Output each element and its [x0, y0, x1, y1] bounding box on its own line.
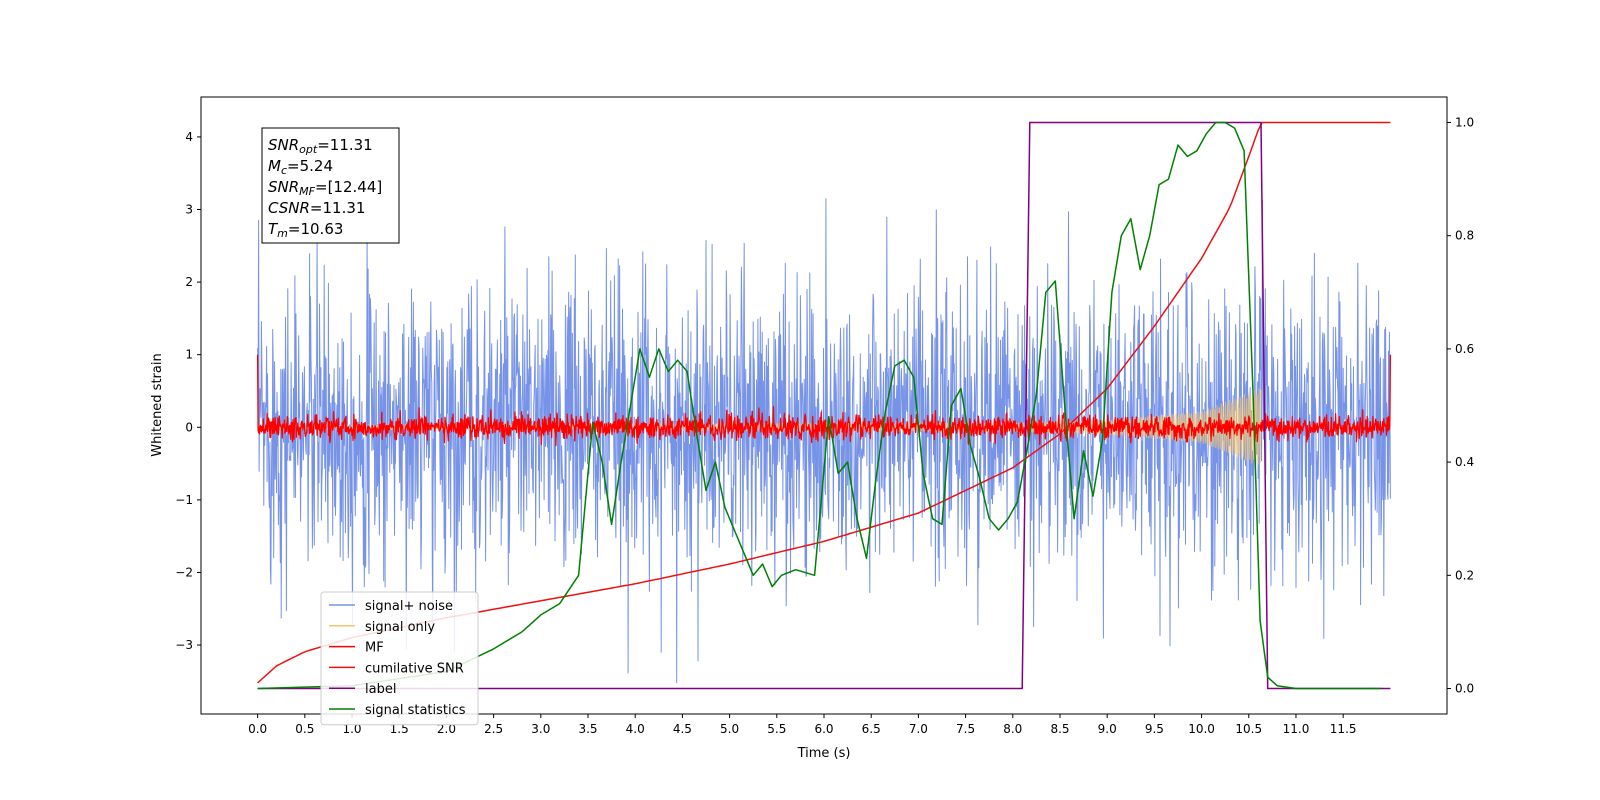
x-axis: 0.0 0.5 1.0 1.5 2.0 2.5 3.0 3.5 4.0 4.5 5.0 5.5 6.0 6… — [248, 714, 1357, 736]
x-tick-label: 5.0 — [720, 722, 739, 736]
y2-tick-label: 0.6 — [1455, 342, 1474, 356]
legend-entry-mf: MF — [329, 641, 384, 656]
annotation-line: CSNR=11.31 — [268, 199, 365, 217]
y-tick-label: −3 — [175, 638, 193, 652]
x-tick-label: 10.0 — [1188, 722, 1215, 736]
x-tick-label: 10.5 — [1235, 722, 1262, 736]
x-tick-label: 7.0 — [909, 722, 928, 736]
x-tick-label: 3.5 — [578, 722, 597, 736]
legend-label: signal statistics — [365, 703, 466, 718]
y-tick-label: 4 — [185, 130, 193, 144]
x-tick-label: 0.5 — [295, 722, 314, 736]
legend-entry-signal-only: signal only — [329, 620, 435, 635]
annotation-line: Mc=5.24 — [268, 157, 333, 177]
mf-series — [256, 354, 1392, 447]
x-tick-label: 7.5 — [956, 722, 975, 736]
right-y-axis: 0.0 0.2 0.4 0.6 0.8 1.0 — [1447, 115, 1474, 696]
x-tick-label: 8.5 — [1050, 722, 1069, 736]
x-tick-label: 1.5 — [390, 722, 409, 736]
y2-tick-label: 0.8 — [1455, 229, 1474, 243]
y-tick-label: 2 — [185, 275, 193, 289]
legend-label: label — [365, 682, 396, 697]
x-tick-label: 2.5 — [484, 722, 503, 736]
label-series — [257, 121, 1391, 690]
x-tick-label: 4.0 — [626, 722, 645, 736]
x-tick-label: 5.5 — [767, 722, 786, 736]
left-y-axis: −3 −2 −1 0 1 2 3 4 — [175, 130, 201, 652]
y2-tick-label: 0.4 — [1455, 455, 1474, 469]
x-tick-label: 11.5 — [1330, 722, 1357, 736]
x-tick-label: 3.0 — [531, 722, 550, 736]
legend-label: signal+ noise — [365, 599, 453, 614]
legend-entry-signal-noise: signal+ noise — [329, 599, 453, 614]
y2-tick-label: 0.0 — [1455, 682, 1474, 696]
y-axis-label: Whitened strain — [150, 353, 165, 456]
x-tick-label: 9.0 — [1098, 722, 1117, 736]
y-tick-label: 1 — [185, 348, 193, 362]
legend-entry-label: label — [329, 682, 396, 697]
legend-frame — [320, 591, 479, 726]
y2-tick-label: 0.2 — [1455, 568, 1474, 582]
legend-entry-cumilative-snr: cumilative SNR — [329, 661, 464, 676]
annotation-frame — [261, 127, 400, 244]
signal-noise-series — [257, 198, 1391, 684]
x-tick-label: 11.0 — [1283, 722, 1310, 736]
x-axis-label: Time (s) — [797, 746, 851, 761]
x-tick-label: 6.0 — [814, 722, 833, 736]
x-tick-label: 2.0 — [437, 722, 456, 736]
signal-statistics-series — [257, 121, 1381, 690]
annotation-line: SNRMF=[12.44] — [268, 178, 382, 198]
legend-label: MF — [365, 641, 384, 656]
x-tick-label: 9.5 — [1145, 722, 1164, 736]
legend-entry-signal-statistics: signal statistics — [329, 703, 466, 718]
y-tick-label: 0 — [185, 420, 193, 434]
y2-tick-label: 1.0 — [1455, 115, 1474, 129]
x-tick-label: 0.0 — [248, 722, 267, 736]
y-tick-label: 3 — [185, 203, 193, 217]
annotation-line: SNRopt=11.31 — [268, 136, 373, 156]
parameter-annotation-box: SNRopt=11.31Mc=5.24SNRMF=[12.44]CSNR=11.… — [261, 127, 400, 244]
x-tick-label: 1.0 — [342, 722, 361, 736]
y-tick-label: −1 — [175, 493, 193, 507]
x-tick-label: 8.0 — [1003, 722, 1022, 736]
legend: signal+ noise signal only MF cumilative SNR… — [320, 591, 479, 726]
annotation-line: Tm=10.63 — [268, 220, 343, 240]
legend-label: cumilative SNR — [365, 661, 464, 676]
y-tick-label: −2 — [175, 565, 193, 579]
legend-label: signal only — [365, 620, 435, 635]
x-tick-label: 6.5 — [862, 722, 881, 736]
x-tick-label: 4.5 — [673, 722, 692, 736]
